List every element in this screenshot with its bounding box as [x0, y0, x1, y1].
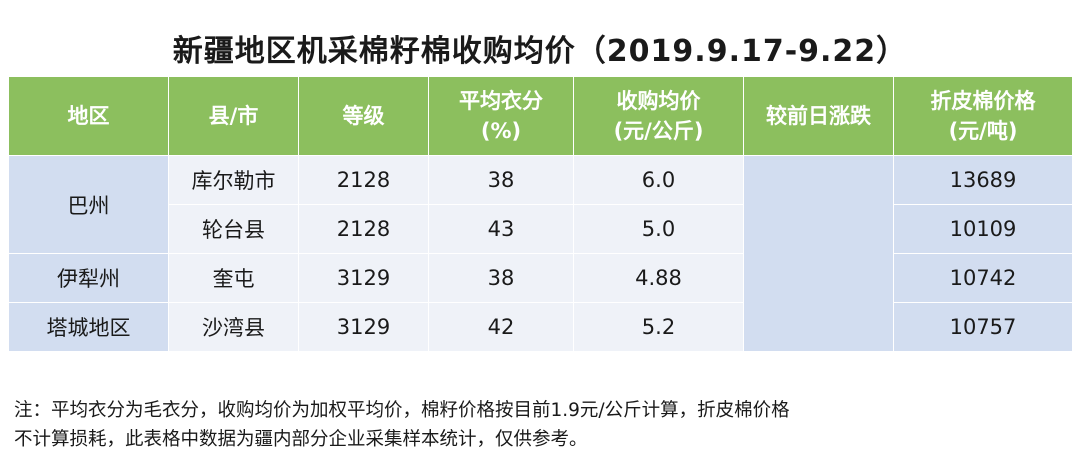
header-county: 县/市 [168, 76, 299, 156]
change-cell [743, 155, 894, 352]
footnote-line: 不计算损耗，此表格中数据为疆内部分企业采集样本统计，仅供参考。 [14, 429, 588, 450]
table-title: 新疆地区机采棉籽棉收购均价（2019.9.17-9.22） [172, 34, 908, 69]
price-cell: 5.0 [573, 204, 744, 254]
price-cell: 5.2 [573, 302, 744, 352]
header-row: 地区 县/市 等级 平均衣分 (%) 收购均价 (元/公斤) 较前日涨跌 折皮棉价格… [8, 76, 1073, 156]
header-change: 较前日涨跌 [743, 76, 894, 156]
table-row: 轮台县 2128 43 5.0 10109 [9, 204, 1073, 254]
table-row: 伊犁州 奎屯 3129 38 4.88 10742 [8, 253, 1073, 303]
table-row: 巴州 库尔勒市 2128 38 6.0 13689 [8, 155, 1073, 352]
grade-cell: 2128 [298, 155, 429, 205]
price-cell: 4.88 [573, 253, 744, 303]
lint-price-cell: 10742 [893, 253, 1073, 303]
header-region: 地区 [8, 76, 169, 156]
grade-cell: 3129 [298, 253, 429, 303]
lint-price-cell: 13689 [893, 155, 1073, 205]
region-cell: 巴州 [8, 155, 169, 254]
grade-cell: 3129 [298, 302, 429, 352]
header-lint-price: 折皮棉价格 (元/吨) [893, 76, 1073, 156]
region-cell: 伊犁州 [8, 253, 169, 303]
lint-percent-cell: 38 [428, 155, 574, 205]
lint-price-cell: 10757 [893, 302, 1073, 352]
header-lint-percent: 平均衣分 (%) [428, 76, 574, 156]
price-cell: 6.0 [573, 155, 744, 205]
cotton-price-table: 地区 县/市 等级 平均衣分 (%) 收购均价 (元/公斤) 较前日涨跌 折皮棉价格… [8, 76, 1073, 352]
header-grade: 等级 [298, 76, 429, 156]
county-cell: 轮台县 [168, 204, 299, 254]
lint-percent-cell: 38 [428, 253, 574, 303]
header-purchase-price: 收购均价 (元/公斤) [573, 76, 744, 156]
lint-price-cell: 10109 [893, 204, 1073, 254]
lint-percent-cell: 42 [428, 302, 574, 352]
region-cell: 塔城地区 [8, 302, 169, 352]
county-cell: 库尔勒市 [168, 155, 299, 205]
table-row: 塔城地区 沙湾县 3129 42 5.2 10757 [8, 302, 1073, 352]
county-cell: 沙湾县 [168, 302, 299, 352]
footnote-line: 注：平均衣分为毛衣分，收购均价为加权平均价，棉籽价格按目前1.9元/公斤计算，折… [14, 400, 790, 421]
grade-cell: 2128 [298, 204, 429, 254]
county-cell: 奎屯 [168, 253, 299, 303]
footnote: 注：平均衣分为毛衣分，收购均价为加权平均价，棉籽价格按目前1.9元/公斤计算，折… [14, 396, 1066, 454]
lint-percent-cell: 43 [428, 204, 574, 254]
